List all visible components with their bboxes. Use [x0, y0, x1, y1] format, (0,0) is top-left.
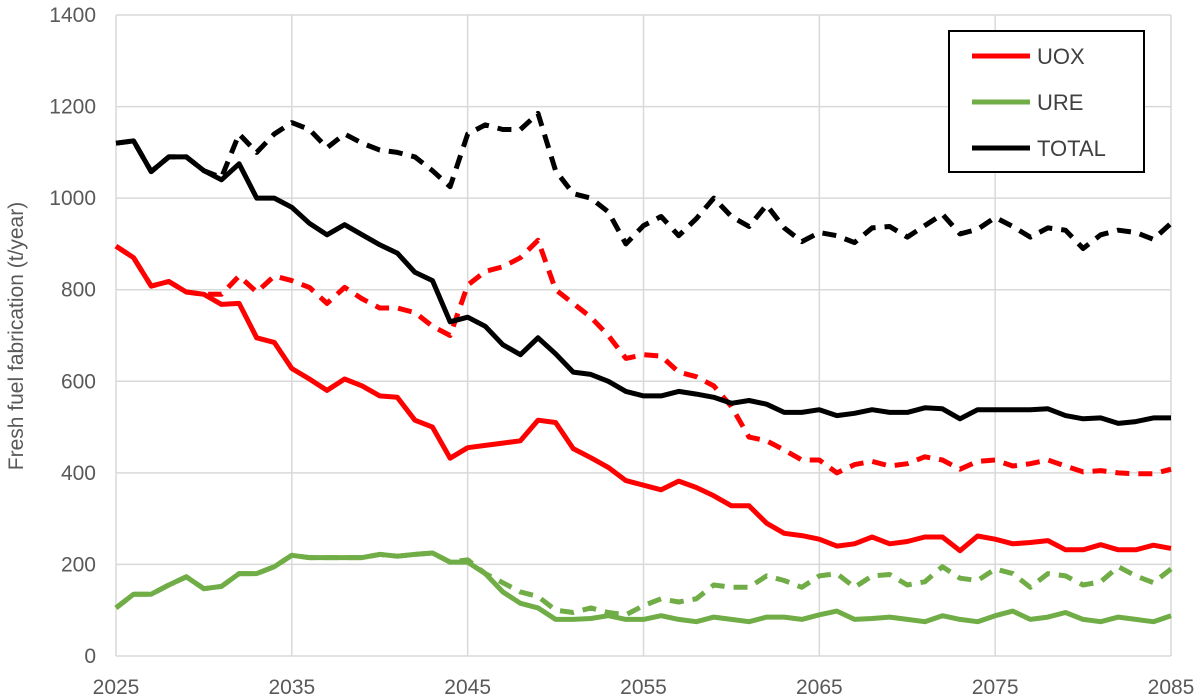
y-axis-title: Fresh fuel fabrication (t/year) — [5, 202, 28, 470]
series-line-uox — [114, 244, 1172, 554]
gridlines — [115, 14, 1172, 657]
y-tick-label: 0 — [84, 645, 96, 668]
legend-entries: UOX URE TOTAL — [972, 44, 1106, 161]
y-tick-label: 1400 — [49, 4, 96, 27]
x-tick-label: 2065 — [796, 676, 843, 698]
x-tick-label: 2045 — [444, 676, 491, 698]
series-line-total — [115, 138, 1171, 426]
legend-label-ure: URE — [1037, 90, 1083, 115]
series-line-total-dashed — [115, 110, 1173, 251]
series-line-uox-dashed — [114, 237, 1172, 477]
x-tick-label: 2085 — [1148, 676, 1195, 698]
x-tick-label: 2025 — [93, 676, 140, 698]
x-tick-label: 2035 — [268, 676, 315, 698]
legend-label-total: TOTAL — [1037, 136, 1106, 161]
series-line-ure — [114, 550, 1172, 625]
y-tick-label: 200 — [61, 553, 96, 576]
y-tick-label: 1000 — [49, 187, 96, 210]
legend: UOX URE TOTAL — [948, 30, 1145, 173]
legend-label-uox: UOX — [1037, 44, 1085, 69]
y-tick-labels: 0 200 400 600 800 1000 1200 1400 — [49, 4, 96, 668]
y-tick-label: 1200 — [49, 96, 96, 119]
x-tick-label: 2075 — [972, 676, 1019, 698]
y-tick-label: 400 — [61, 462, 96, 485]
x-tick-labels: 2025 2035 2045 2055 2065 2075 2085 — [93, 676, 1195, 698]
y-tick-label: 800 — [61, 279, 96, 302]
y-tick-label: 600 — [61, 370, 96, 393]
series-lines — [114, 110, 1173, 625]
x-tick-label: 2055 — [620, 676, 667, 698]
